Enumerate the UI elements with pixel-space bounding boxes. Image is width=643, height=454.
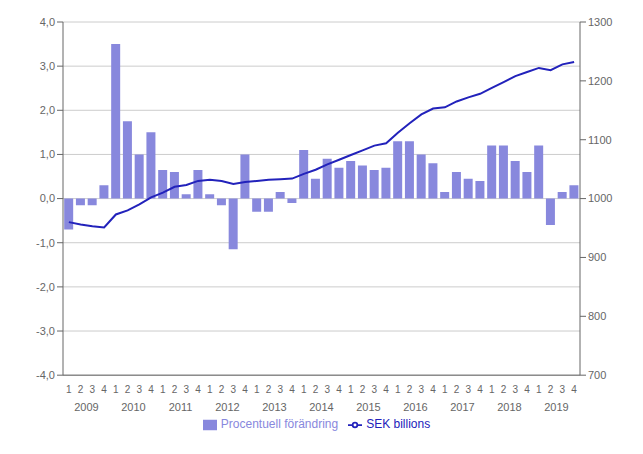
svg-text:4: 4 xyxy=(289,384,295,395)
svg-text:3: 3 xyxy=(419,384,425,395)
svg-text:4,0: 4,0 xyxy=(40,16,55,28)
svg-text:2019: 2019 xyxy=(544,401,568,413)
svg-text:4: 4 xyxy=(477,384,483,395)
svg-text:2: 2 xyxy=(313,384,319,395)
svg-text:2018: 2018 xyxy=(497,401,521,413)
svg-text:-1,0: -1,0 xyxy=(36,237,55,249)
svg-text:2010: 2010 xyxy=(121,401,145,413)
svg-text:3: 3 xyxy=(137,384,143,395)
svg-text:3,0: 3,0 xyxy=(40,60,55,72)
svg-text:3: 3 xyxy=(560,384,566,395)
svg-text:3: 3 xyxy=(184,384,190,395)
svg-text:2014: 2014 xyxy=(309,401,333,413)
svg-text:1: 1 xyxy=(160,384,166,395)
svg-text:3: 3 xyxy=(278,384,284,395)
svg-text:2: 2 xyxy=(454,384,460,395)
svg-text:2015: 2015 xyxy=(356,401,380,413)
svg-text:1200: 1200 xyxy=(588,75,612,87)
svg-text:4: 4 xyxy=(148,384,154,395)
svg-text:-4,0: -4,0 xyxy=(36,369,55,381)
svg-text:700: 700 xyxy=(588,369,606,381)
svg-text:4: 4 xyxy=(195,384,201,395)
svg-text:3: 3 xyxy=(325,384,331,395)
svg-text:2: 2 xyxy=(266,384,272,395)
svg-text:2: 2 xyxy=(501,384,507,395)
svg-text:1: 1 xyxy=(442,384,448,395)
svg-text:3: 3 xyxy=(90,384,96,395)
svg-text:2017: 2017 xyxy=(450,401,474,413)
svg-text:1: 1 xyxy=(536,384,542,395)
svg-text:2: 2 xyxy=(78,384,84,395)
svg-text:1: 1 xyxy=(254,384,260,395)
svg-text:3: 3 xyxy=(231,384,237,395)
svg-text:2: 2 xyxy=(125,384,131,395)
svg-text:1: 1 xyxy=(395,384,401,395)
svg-text:3: 3 xyxy=(466,384,472,395)
svg-text:4: 4 xyxy=(242,384,248,395)
svg-text:1: 1 xyxy=(489,384,495,395)
svg-text:3: 3 xyxy=(513,384,519,395)
svg-text:4: 4 xyxy=(430,384,436,395)
svg-text:4: 4 xyxy=(383,384,389,395)
svg-text:2: 2 xyxy=(172,384,178,395)
svg-text:4: 4 xyxy=(101,384,107,395)
svg-text:2: 2 xyxy=(360,384,366,395)
svg-text:1: 1 xyxy=(113,384,119,395)
svg-text:2,0: 2,0 xyxy=(40,104,55,116)
svg-text:2: 2 xyxy=(548,384,554,395)
svg-text:2009: 2009 xyxy=(74,401,98,413)
svg-text:2012: 2012 xyxy=(215,401,239,413)
svg-text:4: 4 xyxy=(571,384,577,395)
svg-text:-2,0: -2,0 xyxy=(36,281,55,293)
svg-text:1: 1 xyxy=(348,384,354,395)
svg-text:2016: 2016 xyxy=(403,401,427,413)
svg-text:800: 800 xyxy=(588,310,606,322)
svg-text:1: 1 xyxy=(301,384,307,395)
svg-text:1300: 1300 xyxy=(588,16,612,28)
svg-text:-3,0: -3,0 xyxy=(36,325,55,337)
svg-text:4: 4 xyxy=(336,384,342,395)
svg-text:900: 900 xyxy=(588,251,606,263)
svg-text:4: 4 xyxy=(524,384,530,395)
html-text:Procentuell förändring: Procentuell förändring xyxy=(220,417,339,432)
svg-text:2013: 2013 xyxy=(262,401,286,413)
svg-text:1,0: 1,0 xyxy=(40,148,55,160)
svg-text:0,0: 0,0 xyxy=(40,192,55,204)
svg-text:3: 3 xyxy=(372,384,378,395)
html-text:SEK billions: SEK billions xyxy=(366,417,431,432)
svg-text:1000: 1000 xyxy=(588,192,612,204)
svg-text:1: 1 xyxy=(207,384,213,395)
svg-text:1100: 1100 xyxy=(588,134,612,146)
svg-text:2: 2 xyxy=(219,384,225,395)
svg-text:1: 1 xyxy=(66,384,72,395)
svg-text:2: 2 xyxy=(407,384,413,395)
svg-text:2011: 2011 xyxy=(169,401,193,413)
